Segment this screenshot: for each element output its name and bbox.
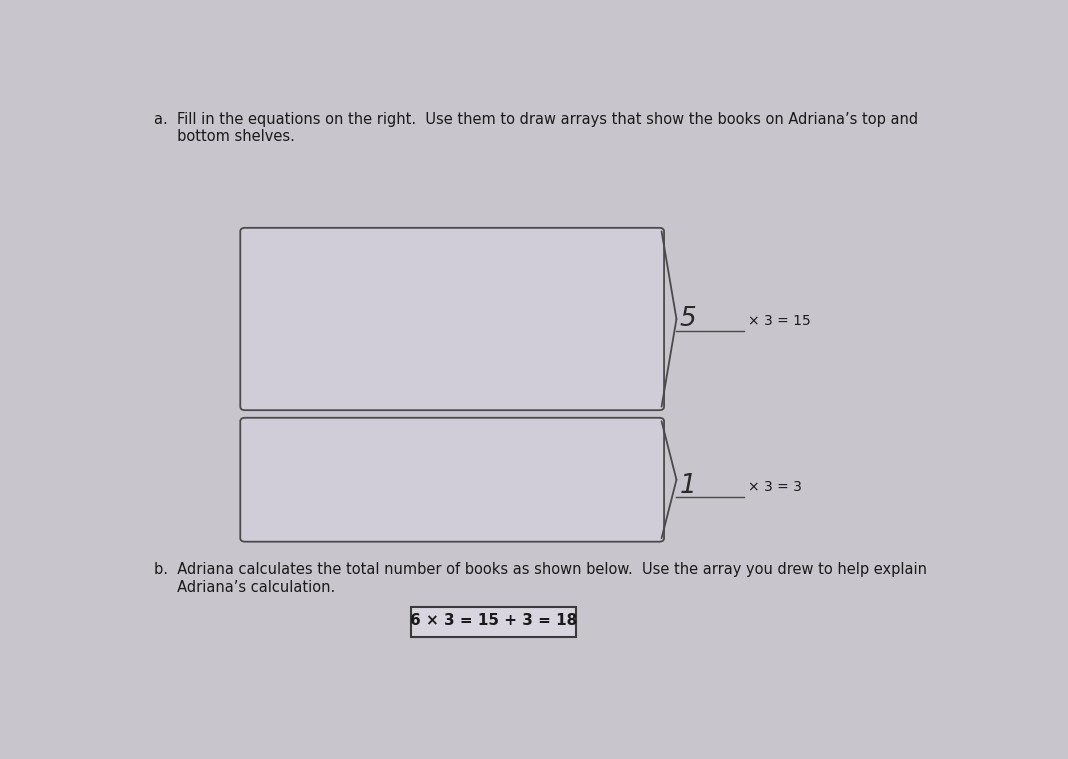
FancyBboxPatch shape [411, 606, 577, 637]
Text: bottom shelves.: bottom shelves. [154, 129, 295, 144]
Text: b.  Adriana calculates the total number of books as shown below.  Use the array : b. Adriana calculates the total number o… [154, 562, 927, 577]
FancyBboxPatch shape [240, 417, 664, 542]
Text: a.  Fill in the equations on the right.  Use them to draw arrays that show the b: a. Fill in the equations on the right. U… [154, 112, 918, 127]
Text: × 3 = 15: × 3 = 15 [749, 313, 812, 328]
Text: 5: 5 [680, 306, 696, 332]
Text: 1: 1 [680, 473, 696, 499]
Text: × 3 = 3: × 3 = 3 [749, 480, 802, 494]
Text: Adriana’s calculation.: Adriana’s calculation. [154, 580, 335, 595]
FancyBboxPatch shape [240, 228, 664, 410]
Text: 6 × 3 = 15 + 3 = 18: 6 × 3 = 15 + 3 = 18 [410, 613, 577, 628]
